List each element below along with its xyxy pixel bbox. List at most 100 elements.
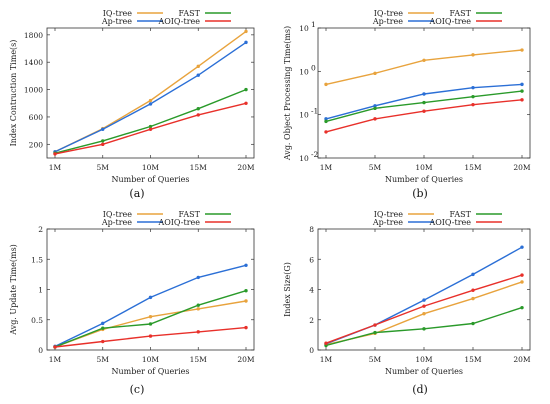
y-tick-label: 10 <box>299 67 309 76</box>
panel-caption: (c) <box>130 383 145 396</box>
data-point-iq-tree <box>520 280 524 284</box>
x-tick-label: 10M <box>142 163 160 172</box>
data-point-fast <box>148 322 153 326</box>
series-line-iq-tree <box>325 49 523 86</box>
plot-frame <box>46 228 255 351</box>
y-tick-exponent: -2 <box>311 150 319 159</box>
y-tick-label: 1000 <box>24 86 43 95</box>
x-tick-label: 5M <box>97 163 110 172</box>
data-point-fast <box>244 289 248 293</box>
data-point-iq-tree <box>148 98 153 103</box>
data-point-iq-tree <box>324 82 328 87</box>
x-tick-label: 20M <box>237 355 255 364</box>
legend-label: IQ-tree <box>103 9 132 18</box>
data-point-ap-tree <box>196 275 200 280</box>
legend-label: FAST <box>450 210 472 219</box>
data-point-ap-tree <box>244 263 248 267</box>
y-tick-label: 200 <box>29 140 44 149</box>
y-tick-exponent: -1 <box>311 107 318 116</box>
legend-label: FAST <box>450 9 472 18</box>
x-tick-label: 20M <box>513 163 531 172</box>
legend-label: Ap-tree <box>101 218 132 227</box>
data-point-aoiq-tree <box>373 117 377 121</box>
y-tick-label: 6 <box>309 255 314 264</box>
y-tick-label: 4 <box>309 286 314 295</box>
y-tick-label: 1 <box>38 286 43 295</box>
legend-label: AOIQ-tree <box>428 17 471 26</box>
y-axis-label: Avg. Update Time(ms) <box>9 244 18 336</box>
y-tick-label: 10 <box>299 154 309 163</box>
data-point-ap-tree <box>244 40 248 45</box>
data-point-iq-tree <box>196 64 200 69</box>
x-tick-label: 10M <box>142 355 160 364</box>
data-point-aoiq-tree <box>422 109 426 113</box>
data-point-aoiq-tree <box>471 288 475 292</box>
data-point-aoiq-tree <box>373 323 377 327</box>
legend-label: Ap-tree <box>372 218 403 227</box>
legend-label: AOIQ-tree <box>157 17 200 26</box>
data-point-iq-tree <box>148 315 153 319</box>
x-tick-label: 20M <box>237 163 255 172</box>
data-point-ap-tree <box>422 298 426 302</box>
data-point-iq-tree <box>422 312 426 316</box>
series-line-fast <box>54 290 247 348</box>
x-tick-label: 20M <box>513 355 531 364</box>
data-point-fast <box>196 107 200 111</box>
legend-label: Ap-tree <box>101 17 132 26</box>
legend-label: FAST <box>179 9 201 18</box>
data-point-aoiq-tree <box>244 325 248 330</box>
chart-panel-a: 1M 5M 10M 15M 20M 200 600 1000 1400 1800 IQ-treeAp… <box>9 9 255 200</box>
y-tick-label: 2 <box>309 316 314 325</box>
data-point-fast <box>422 100 426 105</box>
legend-label: AOIQ-tree <box>428 218 471 227</box>
x-tick-label: 15M <box>190 163 208 172</box>
legend-label: IQ-tree <box>103 210 132 219</box>
data-point-aoiq-tree <box>422 304 426 308</box>
x-tick-label: 15M <box>190 355 208 364</box>
x-tick-label: 15M <box>464 355 482 364</box>
data-point-ap-tree <box>101 127 105 131</box>
data-point-aoiq-tree <box>53 345 57 349</box>
x-axis-label: Number of Queries <box>112 367 190 376</box>
data-point-iq-tree <box>471 296 475 301</box>
data-point-iq-tree <box>196 307 200 311</box>
panel-caption: (d) <box>412 383 428 396</box>
y-tick-label: 1800 <box>24 31 43 40</box>
x-axis-label: Number of Queries <box>385 367 463 376</box>
legend-label: Ap-tree <box>372 17 403 26</box>
data-point-iq-tree <box>520 48 524 52</box>
panel-caption: (b) <box>412 187 428 200</box>
data-point-ap-tree <box>520 245 524 249</box>
data-point-ap-tree <box>471 272 475 277</box>
data-point-iq-tree <box>244 299 248 303</box>
data-point-aoiq-tree <box>101 339 105 344</box>
x-axis-label: Number of Queries <box>385 175 463 184</box>
series-line-iq-tree <box>54 30 247 153</box>
legend-label: AOIQ-tree <box>157 218 200 227</box>
y-tick-label: 0.5 <box>31 316 43 325</box>
data-point-aoiq-tree <box>53 152 57 156</box>
data-point-aoiq-tree <box>101 142 105 147</box>
data-point-fast <box>324 119 328 124</box>
data-point-ap-tree <box>148 295 153 300</box>
data-point-aoiq-tree <box>244 101 248 105</box>
legend-label: IQ-tree <box>374 210 403 219</box>
x-tick-label: 5M <box>369 163 382 172</box>
data-point-ap-tree <box>148 102 153 106</box>
data-point-aoiq-tree <box>520 273 524 277</box>
data-point-fast <box>101 326 105 330</box>
series-line-ap-tree <box>54 41 247 153</box>
series-line-aoiq-tree <box>325 274 523 344</box>
data-point-fast <box>520 89 524 93</box>
y-tick-label: 2 <box>38 225 43 234</box>
y-tick-label: 10 <box>299 24 309 33</box>
data-point-aoiq-tree <box>324 341 328 345</box>
panel-caption: (a) <box>129 187 144 200</box>
data-point-ap-tree <box>422 92 426 96</box>
legend-label: IQ-tree <box>374 9 403 18</box>
data-point-aoiq-tree <box>471 102 475 107</box>
y-tick-label: 10 <box>299 111 309 120</box>
